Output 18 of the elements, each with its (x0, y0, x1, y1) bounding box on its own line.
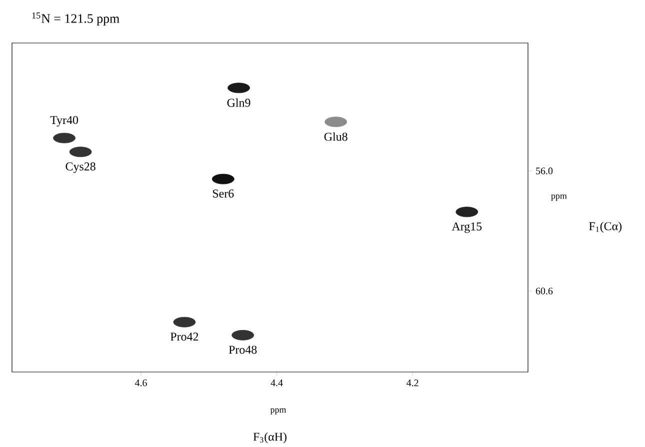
y-axis-title: F$_{1}$(Cα) (589, 222, 622, 233)
annotation: Tyr40 (50, 116, 78, 127)
x-tick-label: 4.4 (270, 380, 283, 386)
chart-title: $^{15}$N = 121.5 ppm (32, 12, 120, 26)
y-tick-label: 60.6 (536, 288, 553, 295)
annotation: Glu8 (324, 132, 348, 142)
annotation: Cys28 (66, 162, 96, 174)
y-tick-label: 56.0 (536, 168, 553, 175)
annotation: Ser6 (212, 190, 234, 198)
annotation: Pro42 (170, 332, 198, 341)
annotation: Arg15 (452, 222, 482, 234)
x-axis-title: F$_{3}$(αH) (253, 432, 286, 444)
text: ppm (270, 408, 286, 415)
x-tick-label: 4.2 (406, 380, 418, 386)
annotation: Gln9 (227, 98, 250, 108)
x-tick-label: 4.6 (134, 380, 147, 386)
annotation: Pro48 (228, 346, 257, 354)
text: ppm (551, 194, 567, 201)
